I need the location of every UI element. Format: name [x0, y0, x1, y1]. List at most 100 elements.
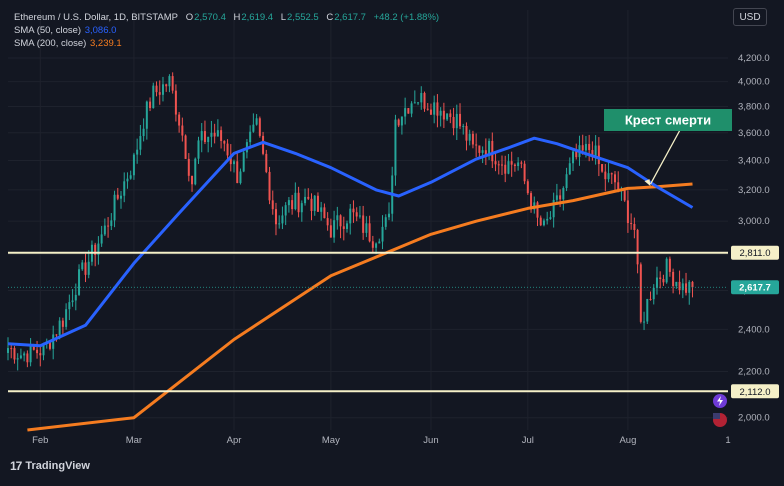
candle-body[interactable] [552, 199, 555, 218]
candle-body[interactable] [591, 150, 594, 156]
candle-body[interactable] [381, 226, 384, 242]
candle-body[interactable] [316, 195, 319, 212]
candle-body[interactable] [13, 348, 16, 360]
candle-body[interactable] [274, 209, 277, 225]
candle-body[interactable] [520, 162, 523, 164]
sma50-line[interactable] [7, 136, 694, 348]
candle-body[interactable] [116, 194, 119, 199]
candle-body[interactable] [129, 175, 132, 179]
candle-body[interactable] [672, 271, 675, 287]
candle-body[interactable] [584, 143, 587, 151]
candle-body[interactable] [145, 101, 148, 129]
candle-body[interactable] [304, 196, 307, 204]
candle-body[interactable] [681, 283, 684, 291]
candle-body[interactable] [636, 230, 639, 265]
candle-body[interactable] [581, 145, 584, 151]
candle-body[interactable] [268, 171, 271, 201]
candle-body[interactable] [291, 200, 294, 210]
candle-body[interactable] [97, 243, 100, 255]
candle-body[interactable] [142, 128, 145, 137]
candle-body[interactable] [675, 281, 678, 287]
candle-body[interactable] [630, 223, 633, 225]
candle-body[interactable] [559, 195, 562, 200]
candle-body[interactable] [307, 196, 310, 199]
candle-body[interactable] [207, 136, 210, 143]
candle-body[interactable] [26, 353, 29, 363]
candle-body[interactable] [107, 225, 110, 227]
candle-body[interactable] [455, 113, 458, 129]
candle-body[interactable] [187, 158, 190, 176]
candle-body[interactable] [339, 215, 342, 227]
candle-body[interactable] [420, 93, 423, 103]
candle-body[interactable] [74, 294, 77, 301]
candle-body[interactable] [500, 164, 503, 166]
candle-body[interactable] [378, 241, 381, 244]
candle-body[interactable] [342, 226, 345, 229]
candle-body[interactable] [462, 125, 465, 127]
sma200-line[interactable] [27, 182, 693, 432]
candle-body[interactable] [465, 125, 468, 141]
candle-body[interactable] [210, 132, 213, 137]
candle-body[interactable] [407, 108, 410, 114]
candle-body[interactable] [397, 119, 400, 126]
candle-body[interactable] [323, 207, 326, 219]
candle-body[interactable] [362, 215, 365, 233]
candle-body[interactable] [691, 281, 694, 288]
candle-body[interactable] [597, 145, 600, 165]
candle-body[interactable] [481, 150, 484, 153]
candle-body[interactable] [168, 76, 171, 87]
candle-body[interactable] [149, 101, 152, 109]
candle-body[interactable] [639, 264, 642, 322]
candle-body[interactable] [358, 215, 361, 217]
candle-body[interactable] [233, 161, 236, 165]
candle-body[interactable] [84, 262, 87, 275]
candle-body[interactable] [281, 215, 284, 224]
candle-body[interactable] [649, 298, 652, 300]
candle-body[interactable] [200, 131, 203, 141]
candle-body[interactable] [36, 349, 39, 354]
candle-body[interactable] [523, 163, 526, 182]
candle-body[interactable] [333, 220, 336, 238]
candle-body[interactable] [400, 116, 403, 126]
candle-body[interactable] [178, 114, 181, 126]
candle-body[interactable] [601, 164, 604, 172]
candle-body[interactable] [239, 171, 242, 184]
candle-body[interactable] [181, 125, 184, 136]
candle-body[interactable] [39, 353, 42, 356]
candle-body[interactable] [297, 192, 300, 213]
candle-body[interactable] [336, 215, 339, 221]
candle-body[interactable] [633, 224, 636, 231]
candle-body[interactable] [429, 109, 432, 115]
candle-body[interactable] [568, 163, 571, 175]
candle-body[interactable] [613, 174, 616, 183]
candle-body[interactable] [226, 143, 229, 156]
candle-body[interactable] [413, 102, 416, 104]
candle-body[interactable] [242, 152, 245, 172]
candle-body[interactable] [184, 135, 187, 159]
candle-body[interactable] [652, 287, 655, 300]
candle-body[interactable] [103, 225, 106, 235]
candle-body[interactable] [229, 155, 232, 165]
candle-body[interactable] [78, 269, 81, 295]
candle-body[interactable] [572, 151, 575, 164]
candle-body[interactable] [546, 218, 549, 221]
candle-body[interactable] [113, 194, 116, 221]
candle-body[interactable] [174, 90, 177, 115]
candle-body[interactable] [139, 136, 142, 150]
candle-body[interactable] [197, 140, 200, 159]
candle-body[interactable] [526, 181, 529, 194]
candle-body[interactable] [646, 298, 649, 322]
candle-body[interactable] [575, 151, 578, 158]
candle-body[interactable] [517, 162, 520, 167]
candle-body[interactable] [565, 174, 568, 189]
candle-body[interactable] [216, 130, 219, 137]
candle-body[interactable] [549, 217, 552, 219]
candle-body[interactable] [158, 92, 161, 95]
candle-body[interactable] [110, 220, 113, 226]
candle-body[interactable] [384, 217, 387, 227]
candle-body[interactable] [236, 161, 239, 184]
candle-body[interactable] [484, 150, 487, 156]
candle-body[interactable] [471, 133, 474, 145]
currency-button[interactable]: USD [733, 8, 767, 26]
